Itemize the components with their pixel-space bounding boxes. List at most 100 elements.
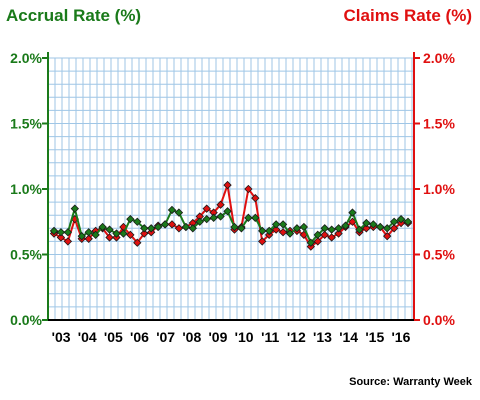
x-tick-label: '15: [365, 329, 384, 345]
data-point: [362, 224, 371, 233]
data-point: [278, 228, 288, 237]
x-tick-label: '03: [52, 329, 71, 345]
data-point: [181, 222, 191, 232]
x-tick-label: '10: [235, 329, 254, 345]
left-axis-title: Accrual Rate (%): [6, 6, 142, 25]
data-point: [195, 217, 204, 226]
data-point: [327, 225, 336, 234]
series-accrual-rate: [49, 204, 413, 247]
left-tick-label: 2.0%: [10, 50, 42, 66]
data-point: [278, 220, 288, 229]
data-point: [389, 224, 399, 233]
left-tick-label: 0.5%: [10, 247, 42, 263]
data-point: [112, 229, 121, 238]
data-point: [98, 222, 107, 232]
data-point: [403, 217, 413, 226]
data-point: [188, 224, 197, 233]
data-point: [119, 229, 128, 238]
data-point: [383, 231, 392, 241]
series-line: [53, 204, 409, 245]
data-point: [63, 237, 73, 246]
x-tick-label: '11: [261, 329, 279, 345]
data-point: [271, 220, 281, 229]
data-point: [244, 213, 253, 222]
data-point: [133, 238, 142, 247]
data-point: [140, 229, 149, 238]
data-point: [84, 234, 93, 243]
data-point: [320, 224, 329, 233]
data-point: [299, 222, 309, 232]
data-point: [334, 229, 343, 238]
left-tick-label: 1.5%: [10, 116, 42, 132]
data-point: [56, 228, 66, 237]
series-layer: [49, 180, 413, 251]
data-point: [292, 224, 302, 233]
data-point: [147, 224, 156, 233]
data-point: [237, 224, 246, 233]
data-point: [70, 204, 79, 213]
data-point: [327, 233, 336, 242]
data-point: [265, 226, 274, 236]
x-tick-label: '12: [287, 329, 306, 345]
axis-ticks: 0.0% 0.0% 0.5% 0.5% 1.0% 1.0% 1.5% 1.5% 2.0% 2.0%…: [10, 50, 455, 345]
right-axis-title: Claims Rate (%): [343, 6, 472, 25]
right-tick-label: 1.0%: [423, 181, 455, 197]
data-point: [313, 237, 322, 246]
data-point: [355, 225, 364, 234]
data-point: [126, 214, 135, 224]
data-point: [334, 224, 343, 233]
x-tick-label: '06: [130, 329, 149, 345]
series-claims-rate: [49, 180, 413, 251]
source-note: Source: Warranty Week: [349, 376, 472, 388]
right-tick-label: 0.5%: [423, 247, 455, 263]
data-point: [167, 205, 177, 215]
data-point: [369, 220, 378, 229]
x-tick-label: '13: [313, 329, 332, 345]
data-point: [348, 208, 357, 217]
x-tick-label: '08: [182, 329, 201, 345]
data-point: [209, 213, 218, 222]
data-point: [383, 224, 392, 233]
data-point: [167, 220, 177, 229]
data-point: [84, 228, 93, 237]
right-tick-label: 0.0%: [423, 312, 455, 328]
data-point: [105, 233, 114, 242]
left-tick-label: 1.0%: [10, 181, 42, 197]
data-point: [56, 233, 66, 242]
x-tick-label: '04: [78, 329, 97, 345]
data-point: [63, 228, 73, 237]
data-point: [77, 231, 86, 241]
data-point: [396, 214, 406, 224]
data-point: [376, 222, 385, 232]
data-point: [133, 217, 142, 226]
data-point: [258, 237, 267, 246]
data-point: [306, 238, 315, 247]
grid-lines: [48, 57, 414, 320]
data-point: [251, 194, 260, 203]
right-tick-label: 1.5%: [423, 116, 455, 132]
data-point: [341, 221, 350, 230]
data-point: [140, 224, 149, 233]
data-point: [389, 217, 399, 226]
data-point: [258, 226, 267, 236]
x-tick-label: '16: [391, 329, 410, 345]
data-point: [202, 214, 211, 224]
data-point: [174, 224, 184, 233]
data-point: [320, 230, 329, 240]
data-point: [49, 226, 59, 236]
data-point: [216, 212, 225, 221]
data-point: [362, 218, 371, 228]
x-tick-label: '09: [208, 329, 227, 345]
data-point: [223, 207, 232, 216]
data-point: [251, 213, 260, 222]
data-point: [160, 220, 170, 229]
data-point: [244, 184, 253, 194]
data-point: [216, 200, 225, 209]
data-point: [174, 208, 184, 217]
data-point: [271, 225, 281, 234]
data-point: [313, 230, 322, 240]
left-tick-label: 0.0%: [10, 312, 42, 328]
data-point: [223, 180, 232, 190]
x-tick-label: '14: [339, 329, 358, 345]
